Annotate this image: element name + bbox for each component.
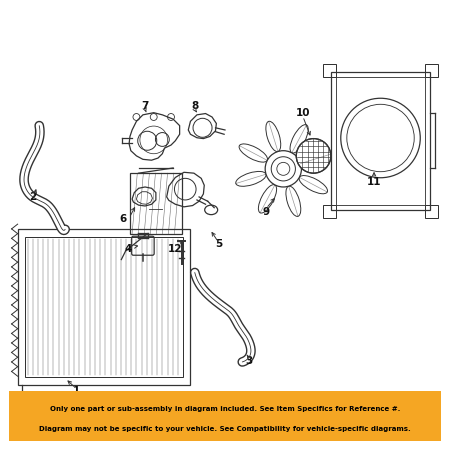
Bar [25, 237, 183, 377]
Bar [336, 77, 425, 205]
Text: 10: 10 [296, 108, 310, 118]
Text: 2: 2 [29, 192, 36, 202]
Text: 9: 9 [262, 207, 270, 217]
Text: 7: 7 [141, 101, 149, 111]
Bar [9, 392, 441, 441]
Text: 5: 5 [215, 239, 222, 249]
Text: Diagram may not be specific to your vehicle. See Compatibility for vehicle-speci: Diagram may not be specific to your vehi… [39, 426, 411, 432]
Bar [425, 205, 438, 218]
Text: 4: 4 [124, 244, 131, 254]
Bar [425, 64, 438, 77]
Bar [331, 72, 430, 210]
Text: 8: 8 [191, 101, 198, 111]
Text: Only one part or sub-assembly in diagram included. See Item Specifics for Refere: Only one part or sub-assembly in diagram… [50, 406, 400, 412]
Text: 12: 12 [168, 244, 183, 254]
Text: 6: 6 [120, 213, 127, 224]
Bar [323, 205, 336, 218]
Text: 1: 1 [72, 386, 80, 396]
Text: 3: 3 [245, 356, 252, 366]
Bar [18, 230, 190, 385]
Bar [323, 64, 336, 77]
Bar [130, 173, 182, 234]
Text: 11: 11 [367, 177, 381, 187]
Circle shape [296, 139, 331, 173]
Circle shape [265, 151, 302, 187]
